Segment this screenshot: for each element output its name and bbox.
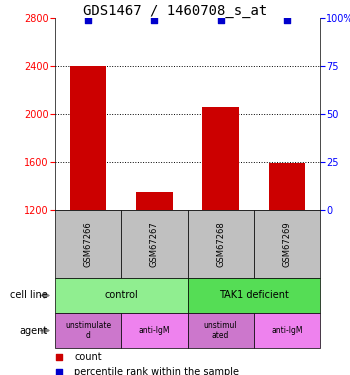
Point [85,17,91,23]
Text: GDS1467 / 1460708_s_at: GDS1467 / 1460708_s_at [83,4,267,18]
Text: unstimulate
d: unstimulate d [65,321,111,340]
Text: control: control [104,291,138,300]
Text: unstimul
ated: unstimul ated [204,321,237,340]
Point [284,17,290,23]
Bar [136,192,173,210]
Point [56,354,61,360]
Text: TAK1 deficient: TAK1 deficient [219,291,289,300]
Point [56,369,61,375]
Bar [70,66,106,210]
Text: GSM67266: GSM67266 [84,221,93,267]
Text: anti-IgM: anti-IgM [271,326,303,335]
Bar [202,107,239,210]
Text: cell line: cell line [10,291,48,300]
Text: percentile rank within the sample: percentile rank within the sample [74,368,239,375]
Point [152,17,157,23]
Text: GSM67269: GSM67269 [282,221,291,267]
Text: GSM67267: GSM67267 [150,221,159,267]
Text: GSM67268: GSM67268 [216,221,225,267]
Text: anti-IgM: anti-IgM [139,326,170,335]
Text: agent: agent [20,326,48,336]
Bar [269,163,305,210]
Text: count: count [74,352,102,362]
Point [218,17,223,23]
